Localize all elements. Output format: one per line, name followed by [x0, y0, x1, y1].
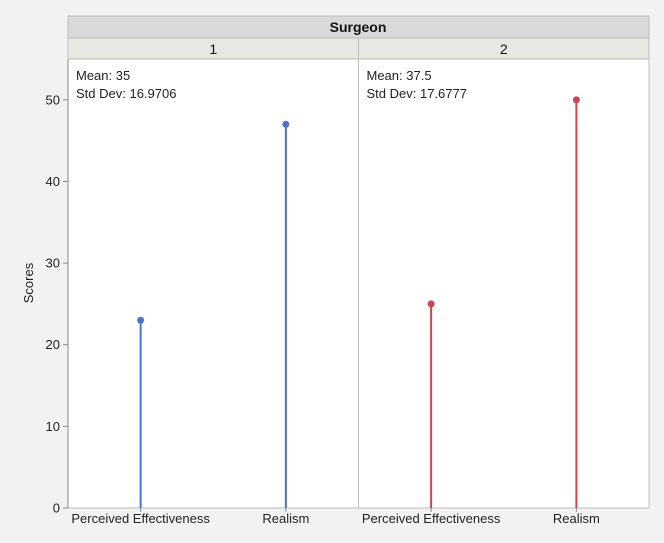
x-tick-label: Realism: [553, 511, 600, 526]
x-ticks: Perceived Effectiveness Realism Perceived …: [71, 508, 600, 526]
stat-line: Std Dev: 17.6777: [367, 86, 467, 101]
data-point: [137, 316, 145, 324]
y-tick-label: 30: [46, 256, 60, 271]
x-tick-label: Perceived Effectiveness: [362, 511, 501, 526]
data-point: [427, 300, 435, 308]
y-tick-label: 40: [46, 174, 60, 189]
stat-line: Std Dev: 16.9706: [76, 86, 176, 101]
y-tick-label: 10: [46, 419, 60, 434]
x-tick-label: Perceived Effectiveness: [71, 511, 210, 526]
y-tick-label: 50: [46, 92, 60, 107]
panel-label: 2: [500, 41, 508, 57]
panel-label: 1: [209, 41, 217, 57]
y-tick-label: 20: [46, 337, 60, 352]
data-point: [572, 96, 580, 104]
x-tick-label: Realism: [262, 511, 309, 526]
plot-area: [358, 58, 650, 509]
y-axis: 0 10 20 30 40 50 Scores: [21, 59, 69, 516]
y-ticks: 0 10 20 30 40 50: [46, 92, 68, 516]
data-point: [282, 120, 290, 128]
facet-title: Surgeon: [330, 19, 387, 35]
plot-area: [67, 58, 359, 509]
y-axis-label: Scores: [21, 262, 36, 303]
panel-2: 2 Mean: 37.5 Std Dev: 17.6777: [358, 37, 650, 509]
panels: 1 Mean: 35 Std Dev: 16.9706 2 Mean: 37.5 Std …: [67, 37, 650, 509]
stat-line: Mean: 35: [76, 68, 130, 83]
panel-1: 1 Mean: 35 Std Dev: 16.9706: [67, 37, 359, 509]
y-tick-label: 0: [53, 501, 60, 516]
stat-line: Mean: 37.5: [367, 68, 432, 83]
